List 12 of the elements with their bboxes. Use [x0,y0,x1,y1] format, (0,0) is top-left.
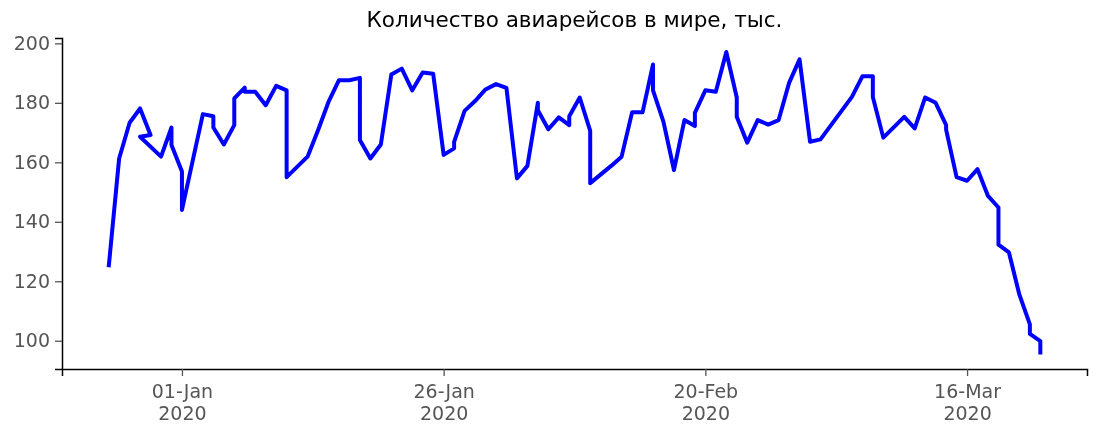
x-tick-label: 16-Mar 2020 [934,380,1002,424]
y-tick-label: 140 [13,210,50,233]
y-tick-label: 120 [13,269,50,292]
y-tick-label: 200 [13,31,50,54]
line-series [106,49,1043,357]
x-tick-label: 20-Feb 2020 [673,380,739,424]
y-tick-label: 160 [13,150,50,173]
y-tick-label: 180 [13,91,50,114]
y-tick-label: 100 [13,329,50,352]
chart-title: Количество авиарейсов в мире, тыс. [366,7,783,32]
x-tick-label: 26-Jan 2020 [413,380,475,424]
x-tick-label: 01-Jan 2020 [151,380,214,424]
